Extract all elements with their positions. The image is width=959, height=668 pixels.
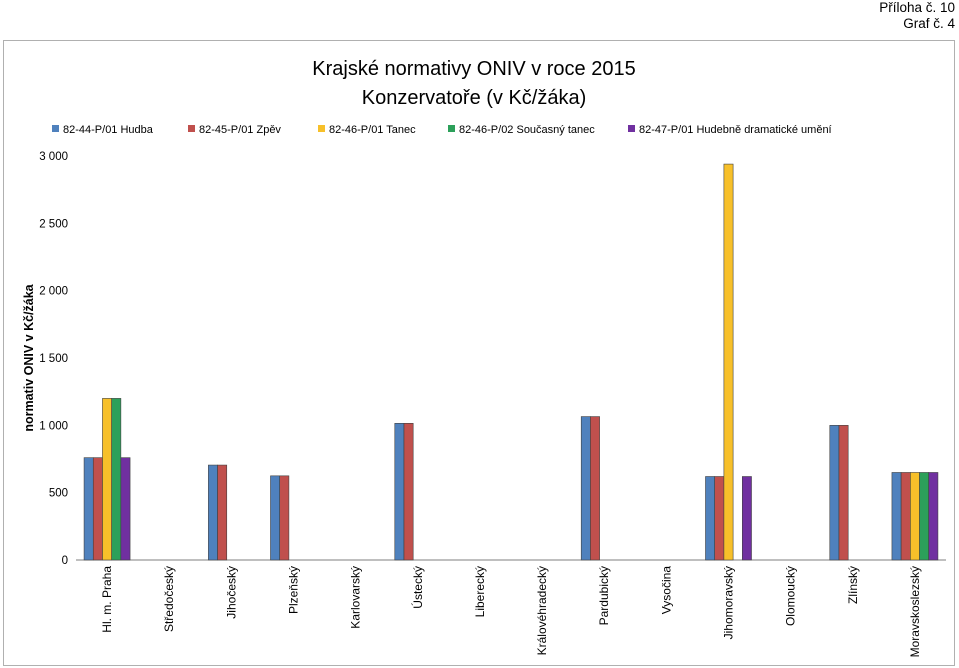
bar	[928, 472, 939, 561]
bar	[92, 457, 103, 561]
y-tick-label: 1 500	[39, 353, 68, 365]
bar	[829, 425, 840, 561]
legend-entry: 82-46-P/02 Současný tanec	[459, 124, 595, 136]
legend-entry: 82-44-P/01 Hudba	[63, 124, 154, 136]
x-tick-label: Středočeský	[162, 566, 176, 632]
bar	[741, 476, 752, 561]
legend-swatch	[318, 125, 325, 132]
annex-line-2: Graf č. 4	[903, 16, 955, 31]
x-tick-label: Zlínský	[846, 566, 860, 604]
bar	[120, 457, 131, 561]
legend-swatch	[188, 125, 195, 132]
x-tick-label: Moravskoslezský	[908, 566, 922, 657]
annex-label: Příloha č. 10 Graf č. 4	[879, 0, 955, 32]
y-tick-label: 2 500	[39, 218, 68, 230]
y-axis-label: normativ ONIV v Kč/žáka	[22, 283, 36, 431]
bar	[208, 464, 218, 561]
y-tick-label: 1 000	[39, 420, 68, 432]
legend: 82-44-P/01 Hudba 82-45-P/01 Zpěv 82-46-P/0…	[52, 124, 832, 136]
x-tick-label: Karlovarský	[349, 566, 363, 629]
legend-swatch	[52, 125, 59, 132]
bar	[891, 472, 902, 561]
y-tick-label: 3 000	[39, 151, 68, 163]
y-tick-label: 2 000	[39, 286, 68, 298]
x-tick-label: Jihomoravský	[722, 566, 736, 639]
legend-swatch	[448, 125, 455, 132]
bar	[111, 398, 122, 561]
legend-swatch	[628, 125, 635, 132]
bar	[723, 163, 734, 561]
plot-area: 0 500 1 000 1 500 2 000 2 500 3 000 Hl. m. Prah…	[39, 151, 946, 657]
bar	[705, 476, 715, 561]
legend-entry: 82-45-P/01 Zpěv	[199, 124, 281, 136]
y-tick-label: 500	[49, 488, 68, 500]
x-tick-label: Jihočeský	[224, 566, 238, 619]
x-tick-label: Hl. m. Praha	[100, 566, 114, 633]
bar	[919, 472, 930, 561]
x-tick-label: Pardubický	[597, 566, 611, 625]
bar	[83, 457, 94, 561]
legend-entry: 82-46-P/01 Tanec	[329, 124, 416, 136]
bar	[403, 423, 414, 561]
x-tick-label: Vysočina	[659, 566, 673, 615]
annex-line-1: Příloha č. 10	[879, 0, 955, 15]
y-tick-label: 0	[62, 555, 68, 567]
bar	[279, 475, 290, 561]
bar	[900, 472, 911, 561]
bar	[590, 416, 600, 561]
chart-frame	[3, 40, 955, 666]
bar	[394, 423, 405, 561]
bar	[217, 464, 228, 561]
x-tick-label: Ústecký	[410, 566, 425, 609]
bar	[910, 472, 920, 561]
x-tick-label: Olomoucký	[784, 566, 798, 626]
bar	[714, 476, 725, 561]
x-tick-label: Liberecký	[473, 566, 487, 617]
bar	[102, 398, 112, 561]
chart-subtitle: Konzervatoře (v Kč/žáka)	[362, 87, 587, 109]
legend-entry: 82-47-P/01 Hudebně dramatické umění	[639, 124, 832, 136]
x-tick-label: Královéhradecký	[535, 566, 549, 655]
bar	[838, 425, 849, 561]
x-tick-label: Plzeňský	[287, 566, 301, 614]
bar	[270, 475, 280, 561]
chart-title: Krajské normativy ONIV v roce 2015	[312, 58, 635, 80]
bar	[580, 416, 591, 561]
